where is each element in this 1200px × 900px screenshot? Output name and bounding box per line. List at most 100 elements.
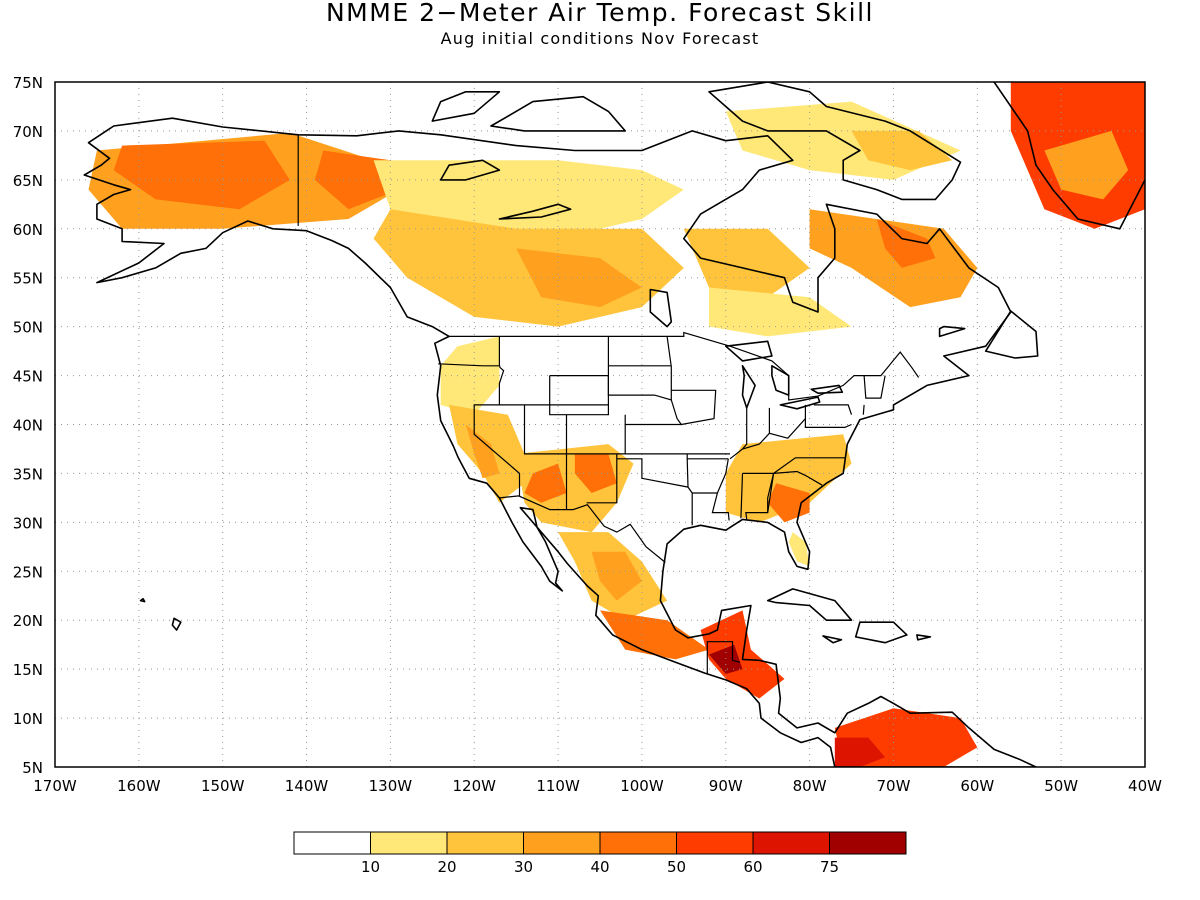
border-line <box>499 495 666 563</box>
legend-label: 20 <box>437 858 456 876</box>
coastline <box>779 396 821 410</box>
lon-tick-label: 120W <box>452 777 496 795</box>
coastline <box>766 588 853 622</box>
border-line <box>804 418 852 428</box>
coastline <box>490 95 627 132</box>
coastline <box>938 325 966 338</box>
lat-tick-label: 10N <box>13 710 43 728</box>
coastline <box>431 91 501 122</box>
border-line <box>740 473 744 519</box>
skill-region <box>834 737 886 767</box>
legend-label: 10 <box>361 858 380 876</box>
border-line <box>616 458 693 526</box>
border-line <box>438 363 501 367</box>
legend-swatch <box>293 831 371 855</box>
lon-tick-label: 90W <box>709 777 743 795</box>
coastline <box>83 117 1037 767</box>
legend-swatch <box>523 831 601 855</box>
border-line <box>449 331 920 401</box>
skill-region <box>876 219 936 268</box>
lat-tick-label: 75N <box>13 74 43 92</box>
color-legend: 10 20 30 40 50 60 75 <box>293 831 907 876</box>
lon-tick-label: 130W <box>369 777 413 795</box>
legend-swatch <box>676 831 754 855</box>
lat-tick-label: 60N <box>13 221 43 239</box>
legend-swatch <box>752 831 830 855</box>
coastline <box>810 384 844 395</box>
skill-region <box>709 644 743 674</box>
skill-region <box>440 336 500 415</box>
lat-tick-label: 40N <box>13 417 43 435</box>
coastline <box>992 82 1145 230</box>
coastline <box>854 621 908 644</box>
legend-label: 60 <box>743 858 762 876</box>
lon-tick-label: 160W <box>117 777 161 795</box>
border-line <box>692 492 730 521</box>
lon-tick-label: 70W <box>877 777 911 795</box>
lon-tick-label: 80W <box>793 777 827 795</box>
coastline-layer <box>83 82 1145 767</box>
border-line <box>549 375 610 416</box>
border-line <box>767 473 775 513</box>
coastline <box>822 635 843 644</box>
border-line <box>686 458 689 488</box>
skill-region <box>591 551 642 601</box>
border-line <box>863 375 886 399</box>
longitude-tick-labels: 170W 160W 150W 140W 130W 120W 110W 100W 90W 80W 70… <box>33 777 1162 795</box>
skill-region <box>600 610 709 660</box>
coastline <box>708 82 962 201</box>
legend-label: 75 <box>820 858 839 876</box>
coastline <box>916 634 932 641</box>
legend-label: 40 <box>590 858 609 876</box>
lon-tick-label: 40W <box>1128 777 1162 795</box>
border-line <box>624 399 683 426</box>
coastline <box>741 364 756 409</box>
lat-tick-label: 65N <box>13 172 43 190</box>
latitude-tick-labels: 75N 70N 65N 60N 55N 50N 45N 40N 35N 30N 25N 20N 15N 1… <box>13 74 43 777</box>
lat-tick-label: 5N <box>22 759 43 777</box>
coastline <box>498 203 572 220</box>
border-line <box>742 407 748 450</box>
border-line <box>773 470 823 486</box>
lat-tick-label: 55N <box>13 270 43 288</box>
lon-tick-label: 110W <box>536 777 580 795</box>
lat-tick-label: 25N <box>13 563 43 581</box>
border-line <box>773 457 845 474</box>
lon-tick-label: 140W <box>285 777 329 795</box>
lat-tick-label: 35N <box>13 465 43 483</box>
political-borders-layer <box>297 134 920 674</box>
lon-tick-label: 170W <box>33 777 77 795</box>
legend-label: 30 <box>514 858 533 876</box>
lat-tick-label: 70N <box>13 123 43 141</box>
legend-swatch <box>370 831 448 855</box>
skill-region <box>113 140 290 210</box>
lon-tick-label: 150W <box>201 777 245 795</box>
border-line <box>686 453 729 460</box>
lon-tick-label: 50W <box>1044 777 1078 795</box>
coastline <box>984 310 1039 359</box>
border-line <box>716 458 729 494</box>
lat-tick-label: 15N <box>13 661 43 679</box>
coastline <box>771 364 790 396</box>
skill-region <box>516 248 642 308</box>
plot-frame <box>54 81 1146 768</box>
lon-tick-label: 60W <box>960 777 994 795</box>
border-line <box>473 336 521 496</box>
skill-region <box>465 424 500 479</box>
legend-swatch <box>599 831 677 855</box>
skill-shading-layer <box>88 82 1145 767</box>
lon-tick-label: 100W <box>620 777 664 795</box>
lat-tick-label: 50N <box>13 319 43 337</box>
skill-region <box>1044 130 1129 200</box>
border-line <box>706 641 741 674</box>
map-title: NMME 2−Meter Air Temp. Forecast Skill <box>325 0 874 27</box>
coastline <box>439 159 501 181</box>
border-line <box>862 404 865 415</box>
border-line <box>671 389 717 426</box>
skill-region <box>725 434 852 523</box>
border-line <box>813 404 853 415</box>
lat-tick-label: 45N <box>13 368 43 386</box>
coastline <box>724 340 773 362</box>
legend-swatch <box>446 831 524 855</box>
